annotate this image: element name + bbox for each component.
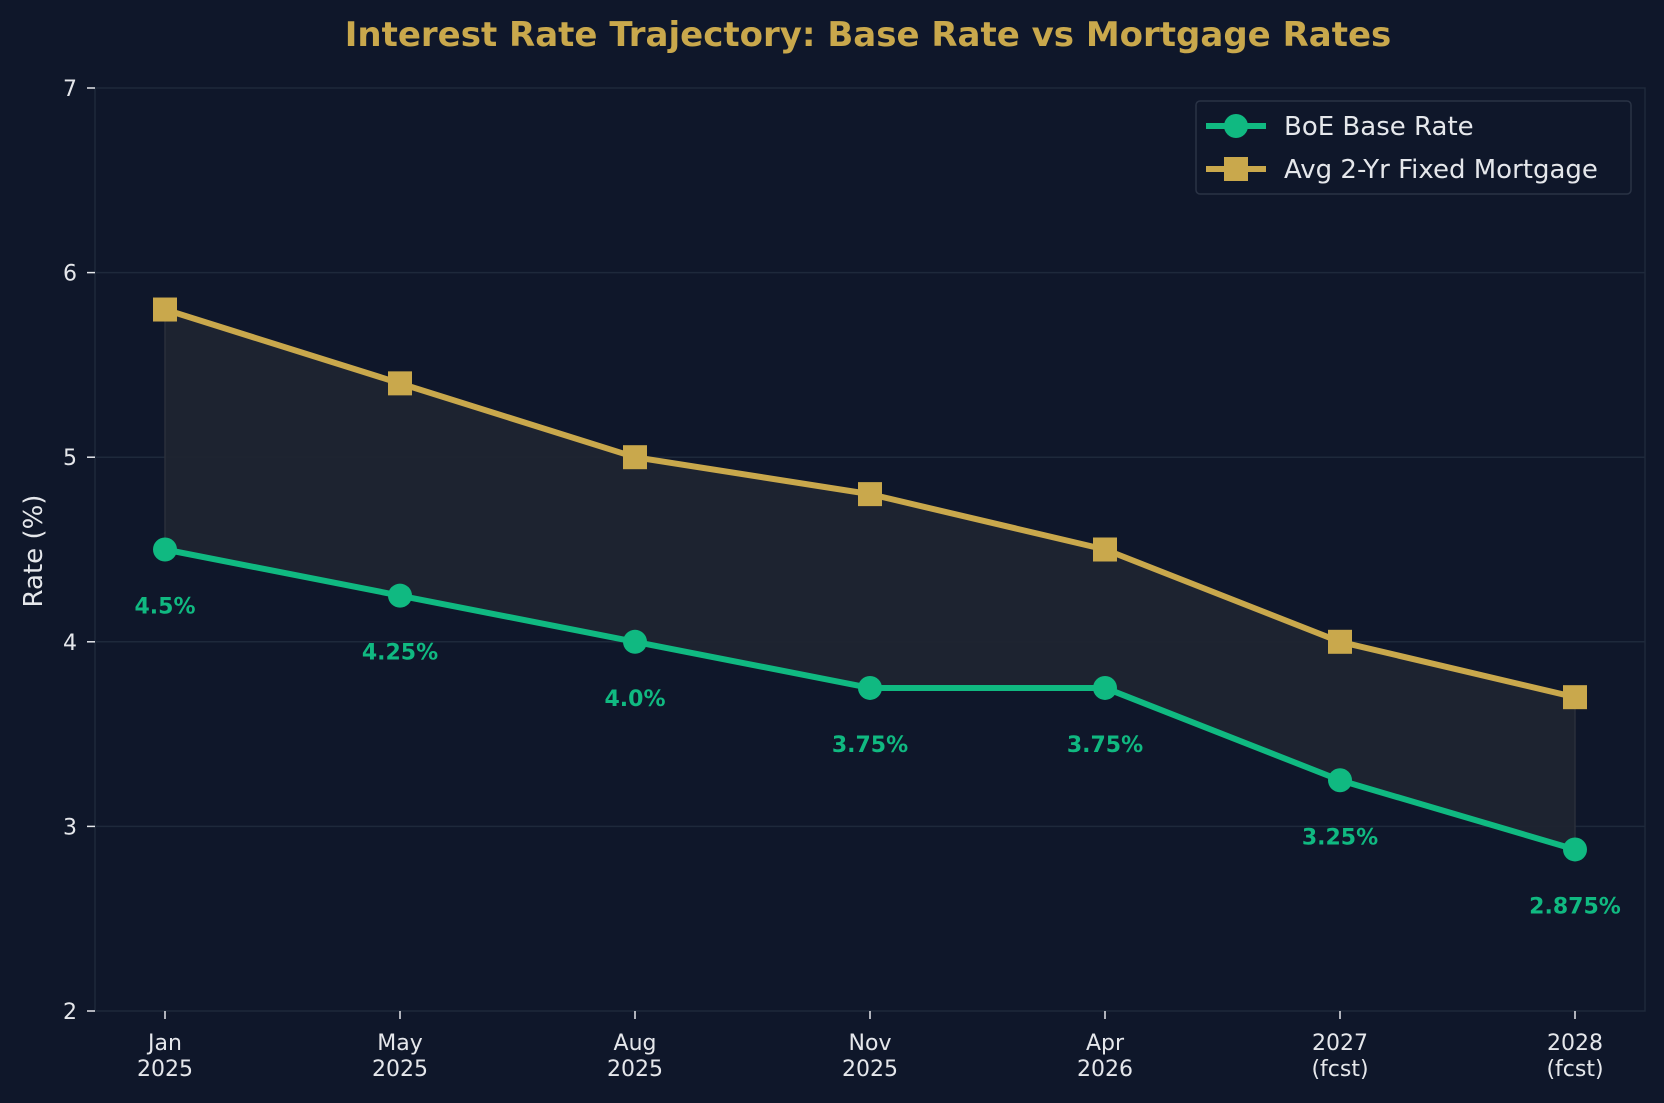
data-point-circle xyxy=(153,537,177,562)
data-point-square xyxy=(388,371,412,396)
chart-title: Interest Rate Trajectory: Base Rate vs M… xyxy=(345,15,1392,55)
legend-box xyxy=(1195,100,1632,195)
x-tick-label: Apr 2026 xyxy=(1077,1031,1133,1082)
x-tick-label-line: (fcst) xyxy=(1546,1057,1603,1082)
data-point-circle xyxy=(1328,768,1352,793)
data-point-square xyxy=(1093,537,1117,562)
x-tick-label-line: 2026 xyxy=(1077,1057,1133,1082)
x-tick-label: 2027 (fcst) xyxy=(1311,1031,1368,1082)
x-tick-label-line: Nov xyxy=(849,1031,892,1056)
data-point-circle xyxy=(1563,837,1587,862)
x-tick-label: 2028 (fcst) xyxy=(1546,1031,1603,1082)
y-tick-label: 4 xyxy=(63,631,77,656)
legend: BoE Base Rate Avg 2-Yr Fixed Mortgage xyxy=(1195,100,1632,195)
x-tick-label: Aug 2025 xyxy=(607,1031,663,1082)
data-point-square xyxy=(623,445,647,470)
legend-marker-square xyxy=(1224,157,1248,181)
legend-marker-circle xyxy=(1224,114,1248,138)
x-tick-label-line: 2028 xyxy=(1547,1031,1603,1056)
data-label: 4.25% xyxy=(362,641,438,666)
x-tick-label: Jan 2025 xyxy=(137,1031,193,1082)
y-axis-label: Rate (%) xyxy=(19,495,49,608)
data-label: 2.875% xyxy=(1529,894,1621,919)
x-tick-label-line: 2025 xyxy=(372,1057,428,1082)
data-point-circle xyxy=(1093,675,1117,700)
x-tick-label-line: 2025 xyxy=(137,1057,193,1082)
y-tick-label: 5 xyxy=(63,446,77,471)
y-tick-label: 2 xyxy=(63,1000,77,1025)
data-point-square xyxy=(1328,629,1352,654)
x-tick-label-line: (fcst) xyxy=(1311,1057,1368,1082)
data-label: 3.75% xyxy=(832,733,908,758)
y-tick-label: 6 xyxy=(63,262,77,287)
x-tick-label-line: Apr xyxy=(1086,1031,1125,1056)
data-label: 3.25% xyxy=(1302,825,1378,850)
x-tick-label: May 2025 xyxy=(372,1031,428,1082)
x-tick-label: Nov 2025 xyxy=(842,1031,898,1082)
y-tick-label: 3 xyxy=(63,815,77,840)
x-tick-label-line: 2025 xyxy=(607,1057,663,1082)
data-point-circle xyxy=(388,583,412,608)
legend-label: BoE Base Rate xyxy=(1284,112,1474,142)
data-label: 4.5% xyxy=(134,595,195,620)
data-label: 4.0% xyxy=(604,687,665,712)
x-tick-label-line: 2025 xyxy=(842,1057,898,1082)
data-point-square xyxy=(153,297,177,322)
data-point-circle xyxy=(623,629,647,654)
legend-label: Avg 2-Yr Fixed Mortgage xyxy=(1284,155,1598,185)
data-point-square xyxy=(1563,685,1587,710)
x-tick-label-line: Jan xyxy=(146,1031,182,1056)
x-tick-label-line: May xyxy=(377,1031,422,1056)
data-point-circle xyxy=(858,675,882,700)
x-tick-label-line: 2027 xyxy=(1312,1031,1368,1056)
data-point-square xyxy=(858,482,882,507)
data-label: 3.75% xyxy=(1067,733,1143,758)
y-tick-label: 7 xyxy=(63,77,77,102)
x-tick-label-line: Aug xyxy=(614,1031,657,1056)
